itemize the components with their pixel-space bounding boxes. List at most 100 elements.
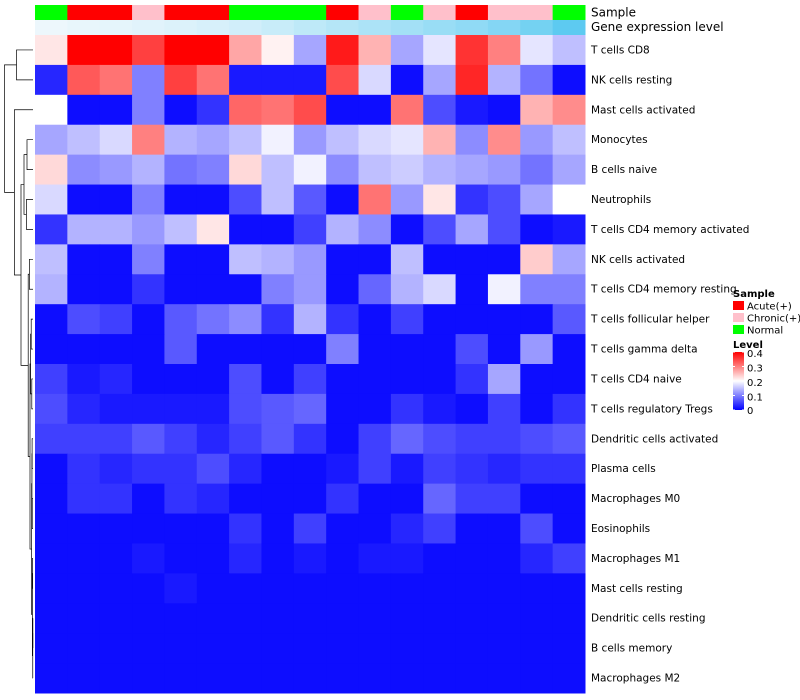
heatmap-cell <box>99 663 133 694</box>
row-label: T cells CD4 memory activated <box>590 224 749 236</box>
heatmap-cell <box>358 35 392 66</box>
heatmap-cell <box>487 124 521 156</box>
heatmap-cell <box>293 543 327 574</box>
level-tick-label-0.1: 0.1 <box>747 393 763 404</box>
heatmap-cell <box>35 513 68 544</box>
level-legend: Level 0.4 0.3 0.2 0.1 0 <box>733 340 763 417</box>
heatmap-cell <box>35 154 68 186</box>
heatmap-cell <box>99 573 133 604</box>
heatmap-cell <box>423 633 457 664</box>
heatmap-cell <box>35 304 68 335</box>
dendrogram-branch <box>29 258 33 290</box>
sample-annotation-cell <box>552 5 586 20</box>
sample-annotation-cell <box>132 5 165 20</box>
heatmap-cell <box>390 35 424 66</box>
heatmap-cell <box>326 35 360 66</box>
heatmap-cell <box>67 543 101 574</box>
heatmap-cell <box>293 453 327 485</box>
heatmap-cell <box>261 214 295 245</box>
heatmap-cell <box>99 214 133 245</box>
heatmap-cell <box>35 543 68 574</box>
heatmap-cell <box>196 274 230 305</box>
heatmap-cell <box>132 184 165 215</box>
heatmap-cell <box>423 304 457 335</box>
heatmap-cell <box>35 94 68 126</box>
heatmap-cell <box>358 423 392 455</box>
sample-annotation-cell <box>196 5 230 20</box>
heatmap-cell <box>132 543 165 574</box>
heatmap-cell <box>67 274 101 305</box>
heatmap-cell <box>67 453 101 485</box>
heatmap-cell <box>326 453 360 485</box>
heatmap-cell <box>164 453 198 485</box>
heatmap-cell <box>358 334 392 365</box>
heatmap-cell <box>67 393 101 425</box>
heatmap-cell <box>293 94 327 126</box>
heatmap-cell <box>229 364 262 395</box>
heatmap-cell <box>229 603 262 634</box>
row-label: Macrophages M1 <box>591 553 680 565</box>
column-annotations <box>35 5 586 35</box>
row-label: T cells regulatory Tregs <box>590 403 713 415</box>
heatmap-cell <box>326 633 360 664</box>
sample-legend: Sample Acute(+) Chronic(+) Normal <box>733 289 800 337</box>
heatmap-cell <box>390 274 424 305</box>
heatmap-cell <box>423 154 457 186</box>
heatmap-cell <box>132 304 165 335</box>
heatmap-cell <box>261 184 295 215</box>
heatmap-cell <box>67 513 101 544</box>
heatmap-cell <box>293 513 327 544</box>
expression-annotation-cell <box>487 20 521 35</box>
heatmap-cell <box>552 483 586 515</box>
heatmap-cell <box>520 94 554 126</box>
heatmap-cell <box>196 364 230 395</box>
heatmap-cell <box>261 244 295 275</box>
heatmap-cell <box>390 633 424 664</box>
heatmap-cell <box>293 364 327 395</box>
heatmap-cell <box>552 423 586 455</box>
heatmap-cell <box>164 124 198 156</box>
heatmap-cell <box>520 364 554 395</box>
heatmap-cell <box>520 513 554 544</box>
heatmap-cell <box>358 663 392 694</box>
expression-annotation-cell <box>423 20 457 35</box>
heatmap-cell <box>132 214 165 245</box>
heatmap-cell <box>326 214 360 245</box>
heatmap-cell <box>99 35 133 66</box>
heatmap-cell <box>326 274 360 305</box>
heatmap-cell <box>520 423 554 455</box>
heatmap-cell <box>390 663 424 694</box>
heatmap-cell <box>196 334 230 365</box>
heatmap-cell <box>455 64 489 96</box>
heatmap-cell <box>455 543 489 574</box>
heatmap-cell <box>261 35 295 66</box>
heatmap-cell <box>358 124 392 156</box>
heatmap-cell <box>520 64 554 96</box>
sample-annotation-cell <box>520 5 554 20</box>
expression-annotation-cell <box>520 20 554 35</box>
heatmap-cell <box>196 184 230 215</box>
heatmap-cell <box>552 603 586 634</box>
heatmap-cell <box>164 483 198 515</box>
heatmap-cell <box>132 124 165 156</box>
expression-annotation-cell <box>132 20 165 35</box>
heatmap-cell <box>423 35 457 66</box>
heatmap-cell <box>423 364 457 395</box>
heatmap-cell <box>164 304 198 335</box>
heatmap-cell <box>423 94 457 126</box>
expression-annotation-cell <box>99 20 133 35</box>
heatmap-cell <box>99 453 133 485</box>
row-label: T cells CD8 <box>590 44 650 56</box>
expression-annotation-cell <box>552 20 586 35</box>
heatmap-cell <box>229 304 262 335</box>
heatmap-cell <box>358 244 392 275</box>
heatmap-cell <box>99 364 133 395</box>
heatmap-cell <box>132 663 165 694</box>
heatmap-cell <box>67 35 101 66</box>
sample-annotation-cell <box>487 5 521 20</box>
heatmap-cell <box>390 214 424 245</box>
heatmap-cell <box>455 453 489 485</box>
heatmap-cell <box>520 573 554 604</box>
heatmap-cell <box>261 94 295 126</box>
heatmap-cell <box>229 214 262 245</box>
